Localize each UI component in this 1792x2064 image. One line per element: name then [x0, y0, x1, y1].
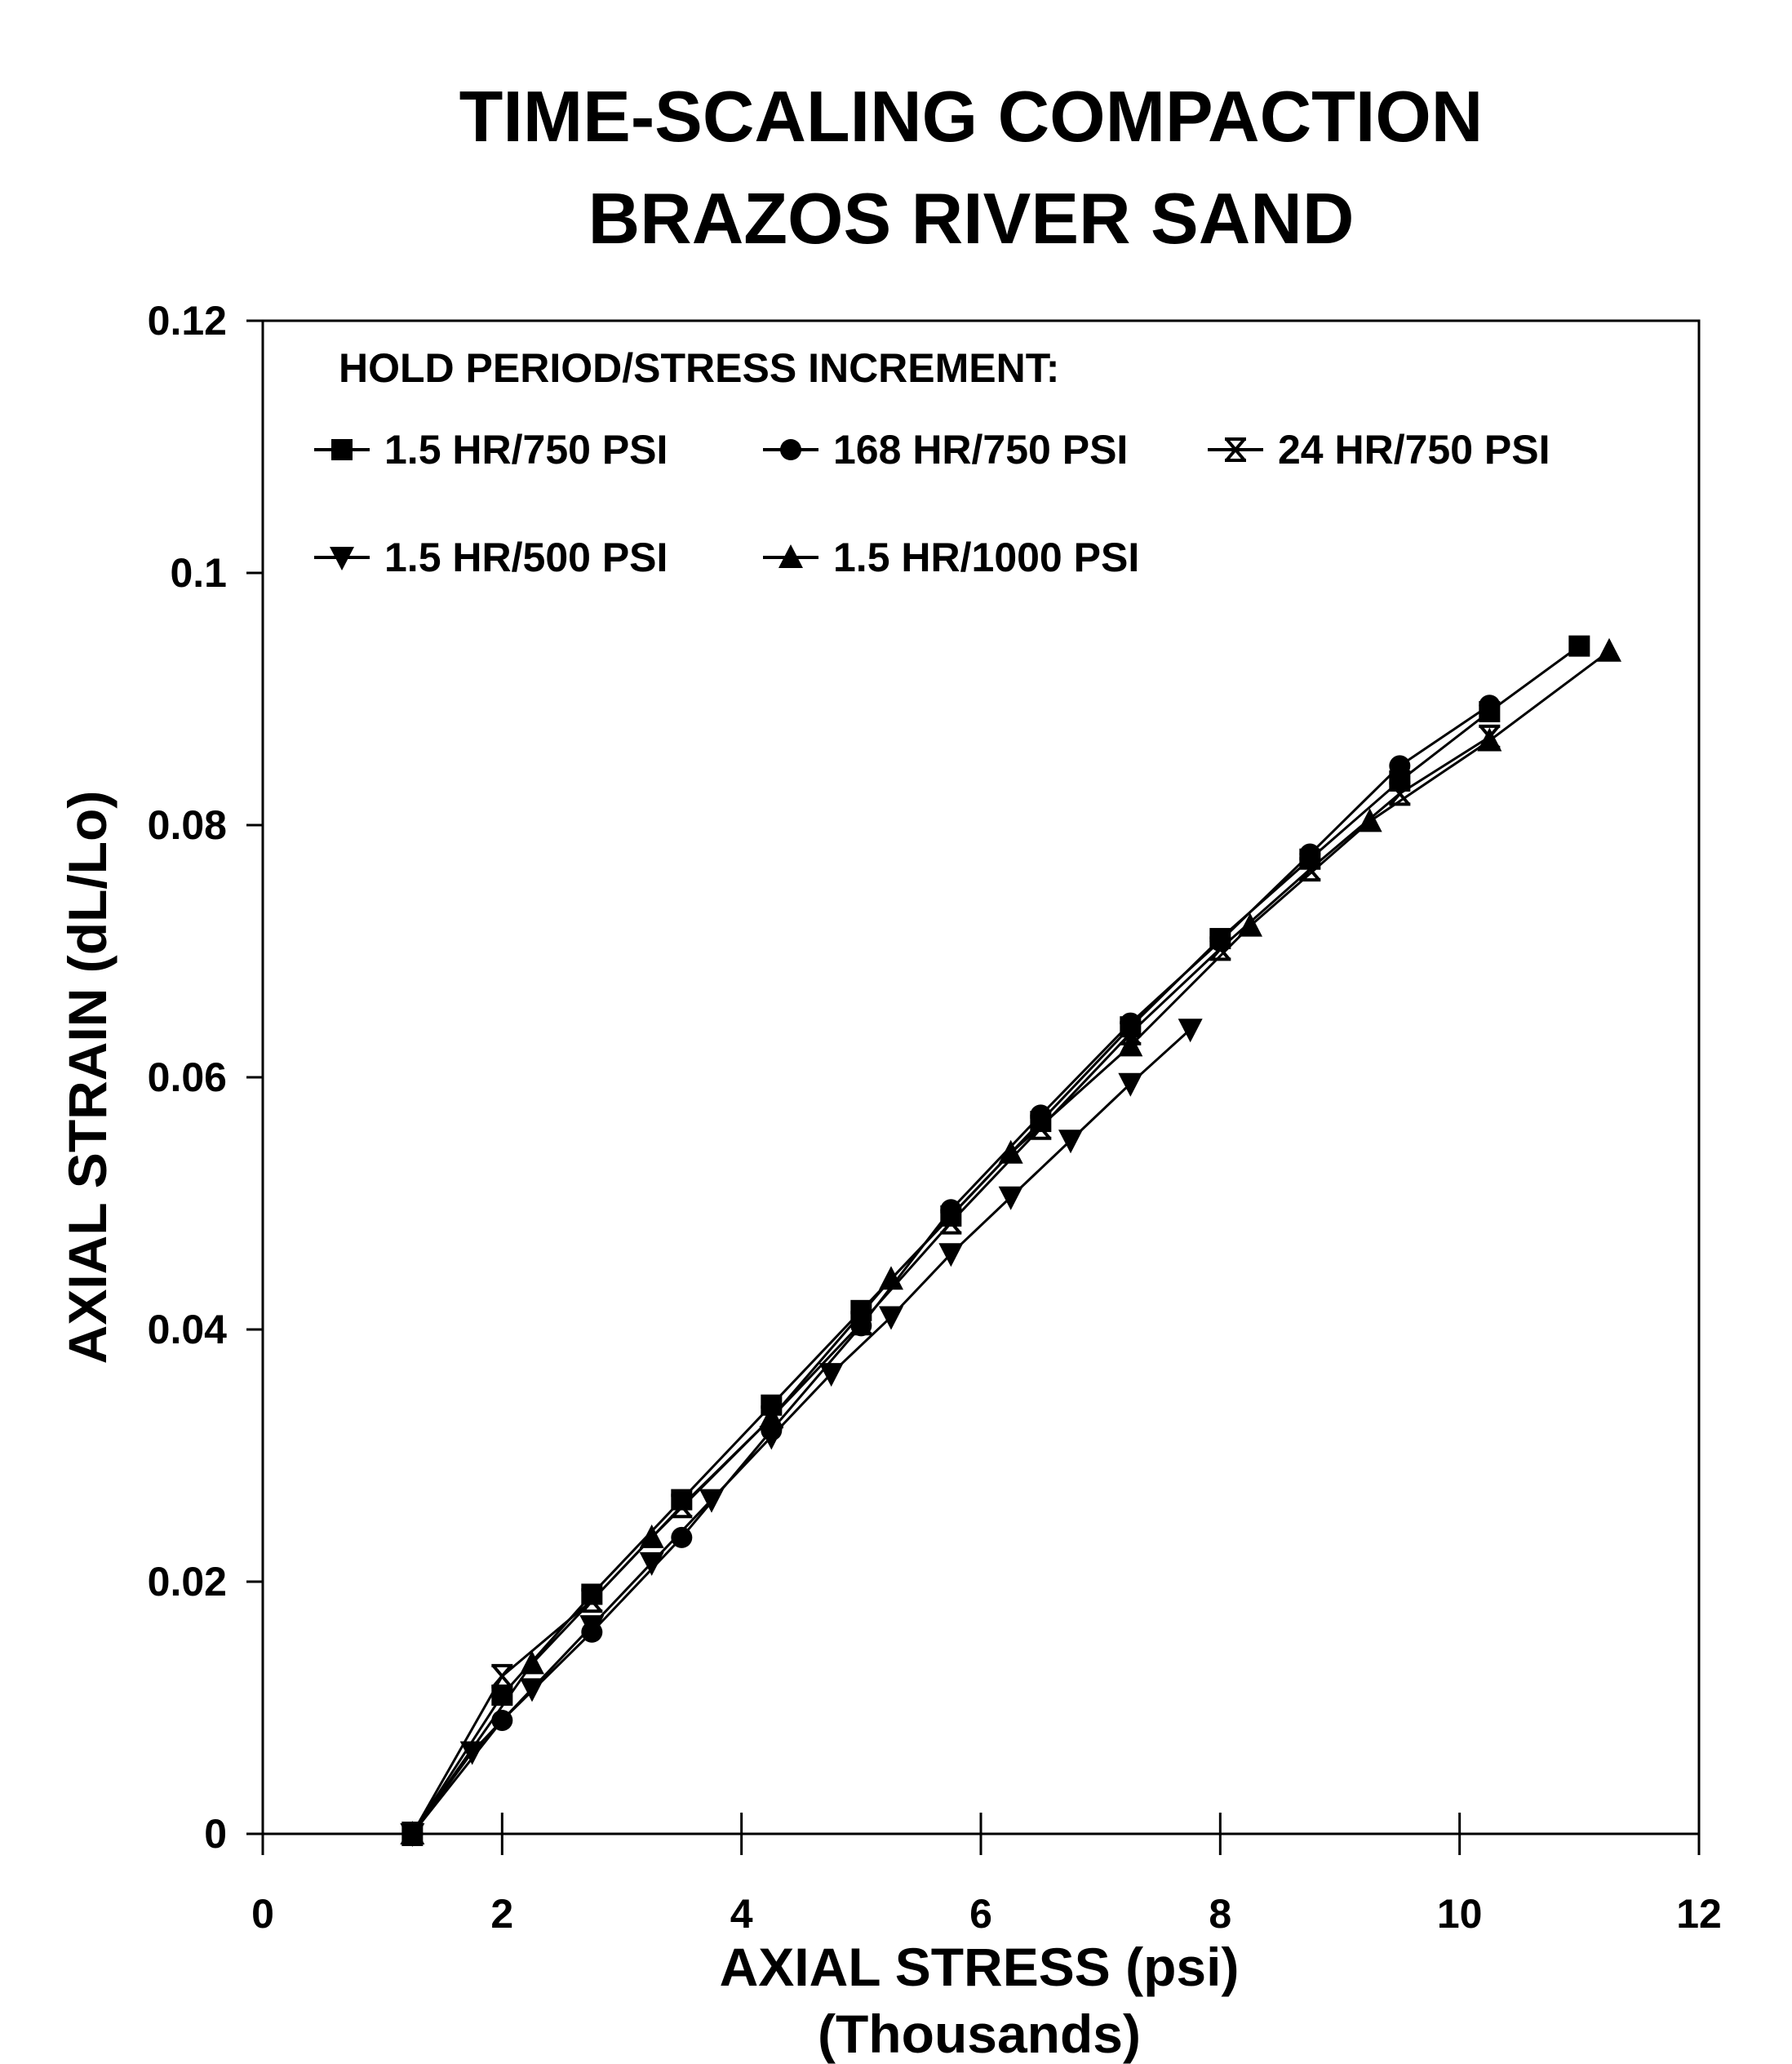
- data-point-triangle-down: [1118, 1072, 1143, 1097]
- series-1: [401, 695, 1501, 1844]
- data-point-hourglass: [1299, 857, 1321, 882]
- series-line: [411, 735, 1491, 1835]
- series-layer: [400, 635, 1621, 1847]
- data-point-hourglass: [940, 1210, 962, 1235]
- data-point-triangle-up: [759, 1405, 784, 1429]
- y-tick-label: 0.12: [148, 298, 227, 344]
- data-point-triangle-up: [1357, 808, 1382, 832]
- y-tick-label: 0: [204, 1811, 227, 1857]
- data-point-triangle-up: [778, 544, 803, 568]
- y-axis: 0 0.02 0.04 0.06 0.08 0.1 0.12: [148, 298, 263, 1857]
- chart-title-line-2: BRAZOS RIVER SAND: [588, 178, 1355, 259]
- y-tick-label: 0.04: [148, 1307, 228, 1352]
- data-point-circle: [671, 1526, 693, 1548]
- x-tick-label: 4: [730, 1891, 753, 1937]
- y-tick-label: 0.08: [148, 802, 227, 848]
- legend-item-2: 24 HR/750 PSI: [1208, 427, 1550, 473]
- legend-label: 1.5 HR/1000 PSI: [833, 535, 1139, 580]
- data-point-hourglass: [1030, 1115, 1052, 1140]
- data-point-triangle-down: [639, 1551, 664, 1576]
- legend-item-3: 1.5 HR/500 PSI: [314, 535, 668, 580]
- data-point-triangle-down: [520, 1678, 544, 1702]
- data-point-triangle-down: [759, 1426, 784, 1450]
- x-axis-label: AXIAL STRESS (psi): [720, 1937, 1240, 1997]
- data-point-triangle-down: [879, 1306, 903, 1330]
- chart-title: TIME-SCALING COMPACTION BRAZOS RIVER SAN…: [459, 76, 1484, 259]
- data-point-circle: [780, 439, 801, 460]
- data-point-triangle-up: [1238, 912, 1262, 937]
- legend-item-4: 1.5 HR/1000 PSI: [763, 535, 1139, 580]
- legend-label: 168 HR/750 PSI: [833, 427, 1128, 473]
- series-line: [411, 1028, 1191, 1835]
- data-point-triangle-up: [1118, 1032, 1143, 1057]
- series-0: [401, 635, 1590, 1844]
- data-point-triangle-up: [1597, 637, 1621, 662]
- x-tick-label: 2: [490, 1891, 513, 1937]
- data-point-hourglass: [671, 1494, 693, 1519]
- data-point-triangle-down: [818, 1363, 844, 1387]
- data-point-triangle-down: [579, 1615, 605, 1640]
- data-point-square: [331, 439, 353, 460]
- x-tick-label: 10: [1437, 1891, 1483, 1937]
- legend-label: 24 HR/750 PSI: [1278, 427, 1550, 473]
- y-tick-label: 0.02: [148, 1559, 227, 1605]
- legend-label: 1.5 HR/500 PSI: [384, 535, 668, 580]
- series-line: [411, 650, 1610, 1835]
- data-point-triangle-up: [520, 1650, 544, 1675]
- data-point-triangle-down: [459, 1741, 485, 1765]
- data-point-hourglass: [1209, 936, 1231, 961]
- series-2: [401, 724, 1501, 1846]
- chart-title-line-1: TIME-SCALING COMPACTION: [459, 76, 1484, 157]
- series-3: [400, 1019, 1203, 1847]
- y-tick-label: 0.1: [170, 550, 227, 596]
- data-point-triangle-down: [1058, 1130, 1083, 1154]
- legend-item-1: 168 HR/750 PSI: [763, 427, 1128, 473]
- x-axis-unit-label: (Thousands): [818, 2004, 1141, 2064]
- data-point-hourglass: [1225, 437, 1246, 462]
- x-tick-label: 8: [1209, 1891, 1231, 1937]
- legend-title: HOLD PERIOD/STRESS INCREMENT:: [339, 345, 1059, 391]
- legend: HOLD PERIOD/STRESS INCREMENT: 1.5 HR/750…: [314, 345, 1550, 580]
- data-point-triangle-down: [1178, 1019, 1203, 1043]
- series-line: [411, 704, 1491, 1835]
- data-point-triangle-down: [699, 1489, 724, 1513]
- data-point-triangle-up: [400, 1821, 425, 1844]
- series-4: [400, 637, 1621, 1844]
- y-axis-label: AXIAL STRAIN (dL/Lo): [57, 791, 118, 1365]
- data-point-circle: [1209, 930, 1231, 952]
- legend-item-0: 1.5 HR/750 PSI: [314, 427, 668, 473]
- y-tick-label: 0.06: [148, 1054, 227, 1100]
- data-point-hourglass: [581, 1588, 603, 1613]
- data-point-hourglass: [491, 1663, 513, 1689]
- data-point-triangle-up: [639, 1524, 664, 1548]
- data-point-triangle-up: [1477, 727, 1502, 752]
- x-tick-label: 6: [969, 1891, 992, 1937]
- data-point-hourglass: [1389, 781, 1411, 806]
- legend-label: 1.5 HR/750 PSI: [384, 427, 668, 473]
- data-point-triangle-up: [879, 1266, 903, 1290]
- x-axis: 0 2 4 6 8 10 12: [251, 1813, 1722, 1937]
- data-point-triangle-up: [998, 1139, 1023, 1164]
- series-line: [411, 645, 1581, 1835]
- data-point-circle: [1030, 1104, 1052, 1126]
- data-point-circle: [1389, 755, 1411, 777]
- x-tick-label: 0: [251, 1891, 274, 1937]
- data-point-square: [1568, 635, 1590, 657]
- data-point-circle: [1479, 695, 1501, 717]
- data-point-triangle-down: [998, 1186, 1023, 1210]
- data-point-triangle-down: [938, 1243, 964, 1267]
- x-tick-label: 12: [1676, 1891, 1722, 1937]
- data-point-triangle-down: [330, 547, 354, 570]
